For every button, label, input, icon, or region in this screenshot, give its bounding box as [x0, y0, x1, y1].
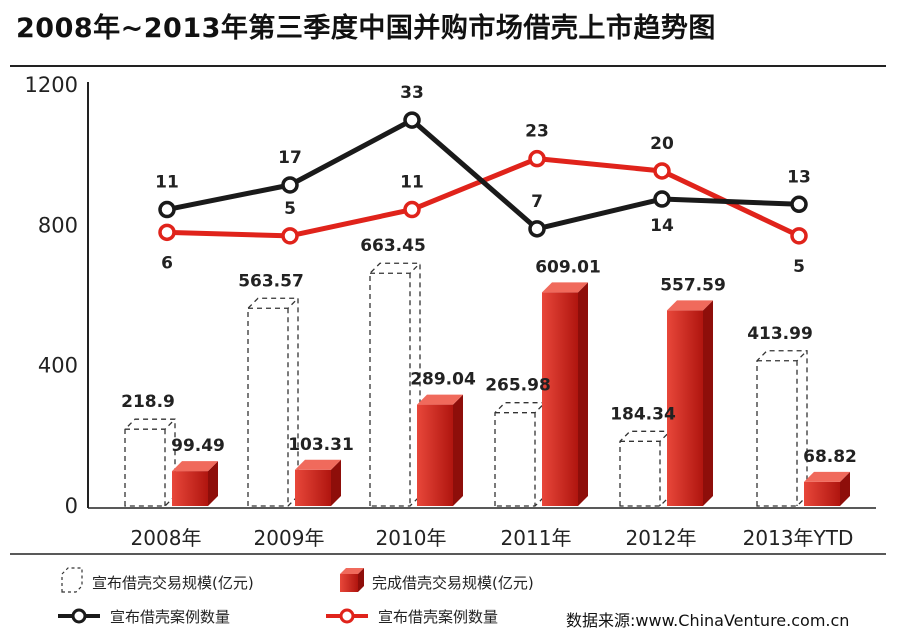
announced-count-label: 11	[155, 173, 179, 193]
legend-item-completed-scale: 完成借壳交易规模(亿元)	[340, 568, 534, 592]
chart-title: 2008年~2013年第三季度中国并购市场借壳上市趋势图	[16, 13, 716, 44]
announced-count-label: 13	[787, 167, 811, 187]
source-note: 数据来源:www.ChinaVenture.com.cn	[566, 611, 849, 630]
announced-value-label: 184.34	[610, 404, 676, 424]
announced-count-label: 14	[650, 216, 674, 236]
completed-count-label: 20	[650, 134, 674, 154]
bar-value-labels: 218.9 563.57 663.45 265.98 184.34 413.99 99.49…	[121, 236, 857, 467]
completed-value-label: 557.59	[660, 275, 726, 295]
legend-item-announced-scale: 宣布借壳交易规模(亿元)	[61, 567, 254, 593]
category-label: 2008年	[131, 526, 202, 550]
completed-count-label: 23	[525, 122, 549, 142]
completed-value-label: 289.04	[410, 370, 476, 390]
announced-count-marker	[528, 220, 546, 238]
count-lines	[158, 111, 808, 245]
count-labels: 11 17 33 7 14 13 6 5 11 23 20 5	[155, 83, 811, 277]
category-label: 2012年	[626, 526, 697, 550]
completed-count-marker	[281, 227, 299, 245]
completed-count-line	[166, 156, 801, 239]
announced-count-marker	[653, 190, 671, 208]
legend: 宣布借壳交易规模(亿元) 完成借壳交易规模(亿元) 宣布借壳案例数量 宣布借壳案例数量	[58, 567, 534, 626]
y-tick-label: 0	[65, 494, 78, 518]
completed-value-label: 99.49	[171, 436, 225, 456]
completed-bars	[172, 282, 850, 506]
category-label: 2011年	[501, 526, 572, 550]
completed-bar	[667, 300, 713, 506]
category-labels: 2008年 2009年 2010年 2011年 2012年 2013年YTD	[131, 526, 854, 550]
announced-bar	[494, 402, 546, 507]
completed-bar	[295, 459, 341, 506]
completed-count-label: 6	[161, 253, 173, 273]
completed-count-label: 5	[284, 199, 296, 219]
completed-bar	[542, 282, 588, 506]
announced-bar	[619, 430, 671, 507]
announced-bar	[124, 418, 176, 507]
completed-count-marker	[653, 162, 671, 180]
category-label: 2013年YTD	[743, 526, 854, 550]
legend-label: 宣布借壳案例数量	[110, 608, 230, 626]
announced-count-marker	[158, 200, 176, 219]
completed-count-label: 11	[400, 173, 424, 193]
completed-count-marker	[528, 149, 546, 168]
announced-value-label: 413.99	[747, 324, 813, 344]
completed-count-marker	[158, 223, 176, 242]
completed-count-marker	[403, 200, 421, 219]
legend-swatch-red	[340, 574, 358, 592]
completed-bar	[172, 461, 218, 506]
completed-bar	[417, 394, 463, 506]
category-label: 2009年	[254, 526, 325, 550]
legend-label: 宣布借壳交易规模(亿元)	[92, 574, 254, 592]
announced-count-line	[166, 117, 800, 232]
y-tick-label: 400	[38, 354, 78, 378]
y-tick-label: 1200	[25, 73, 78, 97]
category-label: 2010年	[376, 526, 447, 550]
announced-count-marker	[790, 195, 808, 214]
y-tick-label: 800	[38, 213, 78, 237]
completed-value-label: 609.01	[535, 257, 601, 277]
legend-label: 完成借壳交易规模(亿元)	[372, 574, 534, 592]
legend-swatch-dashed	[61, 567, 83, 593]
announced-value-label: 265.98	[485, 376, 551, 396]
legend-item-announced-count: 宣布借壳案例数量	[58, 608, 230, 626]
announced-count-label: 17	[278, 148, 302, 168]
announced-count-label: 33	[400, 83, 424, 103]
legend-item-completed-count: 宣布借壳案例数量	[326, 608, 498, 626]
announced-count-marker	[281, 176, 299, 194]
announced-bar	[756, 350, 808, 507]
completed-count-label: 5	[793, 257, 805, 277]
completed-value-label: 68.82	[803, 447, 857, 467]
announced-bar	[247, 297, 299, 507]
announced-value-label: 563.57	[238, 271, 304, 291]
announced-value-label: 663.45	[360, 236, 426, 256]
completed-bar	[804, 471, 850, 506]
announced-value-label: 218.9	[121, 392, 175, 412]
announced-count-marker	[403, 111, 421, 129]
announced-bar	[369, 262, 421, 507]
completed-count-marker	[790, 227, 808, 245]
y-ticks: 0 400 800 1200	[25, 73, 78, 518]
legend-label: 宣布借壳案例数量	[378, 608, 498, 626]
completed-value-label: 103.31	[288, 435, 354, 455]
announced-count-label: 7	[531, 192, 543, 212]
